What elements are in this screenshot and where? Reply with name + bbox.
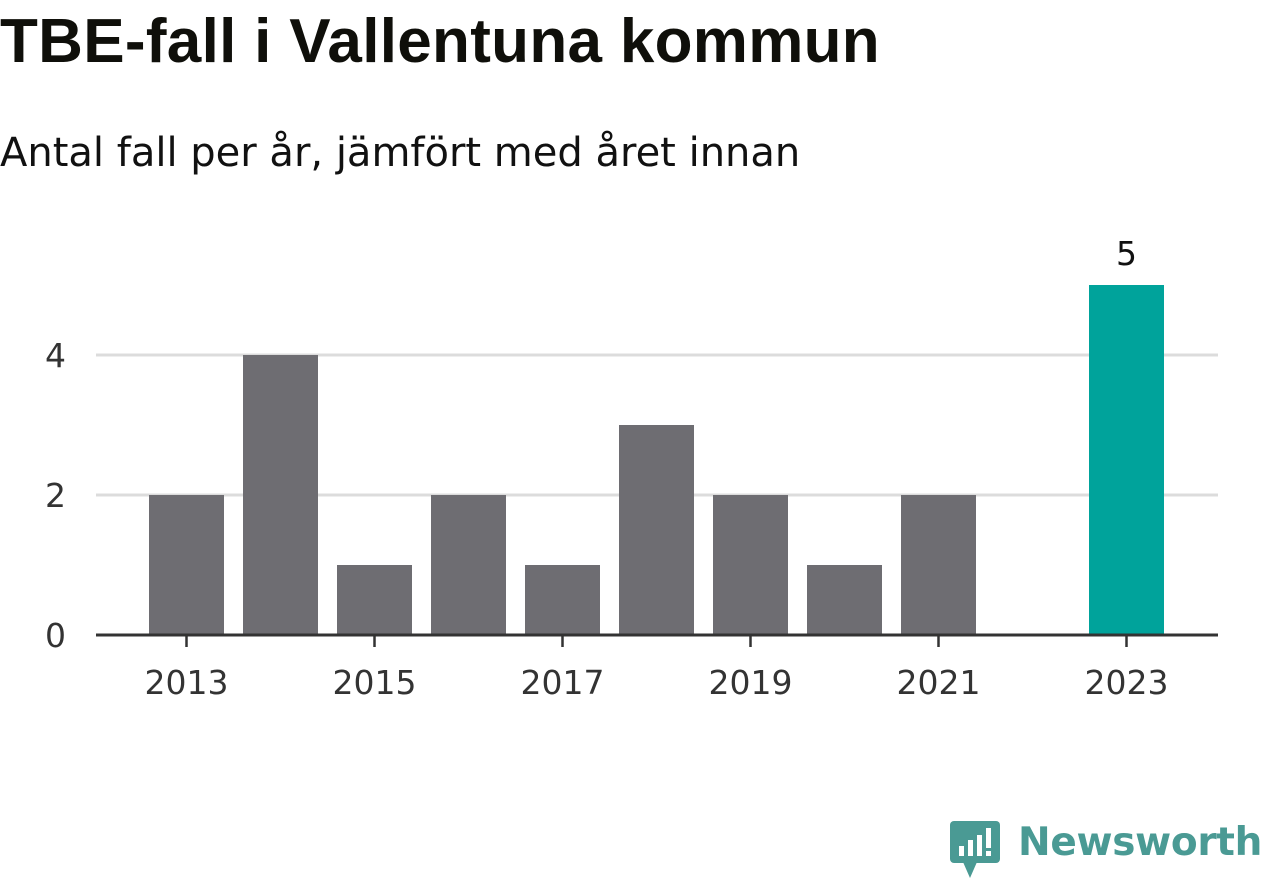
bar-2020 [807,565,882,635]
bar-2019 [713,495,788,635]
bar-2014 [243,355,318,635]
chart-title: TBE-fall i Vallentuna kommun [0,7,880,76]
bar-2023 [1089,285,1164,635]
x-tick-label: 2015 [333,663,417,702]
x-tick-label: 2021 [897,663,981,702]
x-tick-label: 2023 [1085,663,1169,702]
data-label-2023: 5 [1116,234,1137,273]
bar-2013 [149,495,224,635]
newsworthy-logo: Newsworthy [950,818,1262,880]
bar-2018 [619,425,694,635]
labels: 0 2 4 5 2013 2015 2017 2019 2021 2023 [45,234,1168,702]
x-tick-label: 2013 [145,663,229,702]
x-tick-label: 2019 [709,663,793,702]
x-tick-label: 2017 [521,663,605,702]
bar-2021 [901,495,976,635]
axes [96,633,1218,647]
newsworthy-logo-icon [950,821,1000,878]
newsworthy-logo-text: Newsworthy [1018,820,1262,865]
bar-2017 [525,565,600,635]
chart-subtitle: Antal fall per år, jämfört med året inna… [0,130,801,176]
bar-2016 [431,495,506,635]
y-tick-label: 4 [45,336,66,375]
y-tick-label: 0 [45,616,66,655]
bars [149,285,1164,635]
bar-2015 [337,565,412,635]
y-tick-label: 2 [45,476,66,515]
